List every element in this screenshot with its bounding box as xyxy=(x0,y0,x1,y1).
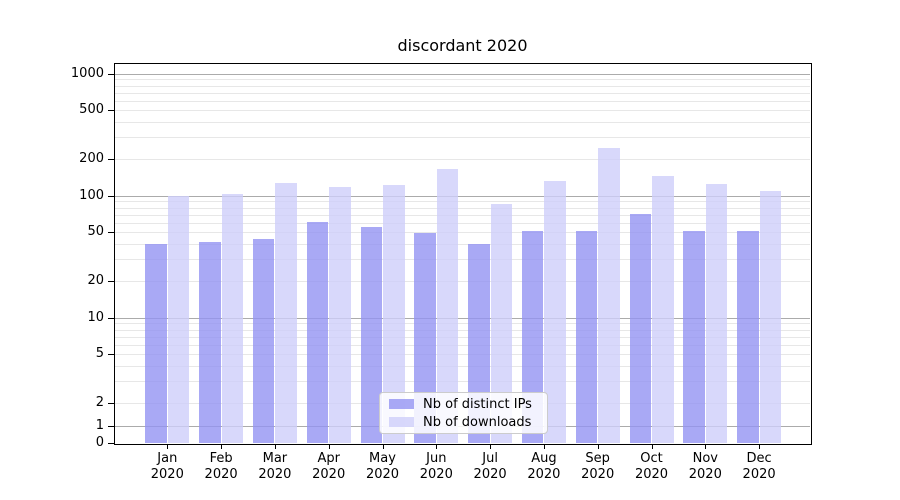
bar-downloads-apr xyxy=(329,187,351,444)
x-tick-mark xyxy=(597,444,599,449)
minor-gridline xyxy=(115,110,810,112)
x-tick-label: Dec 2020 xyxy=(742,451,776,482)
y-tick-mark xyxy=(108,402,114,404)
y-tick-mark xyxy=(108,317,114,319)
x-tick-label: Aug 2020 xyxy=(527,451,561,482)
y-tick-label: 20 xyxy=(87,272,104,288)
x-tick-mark xyxy=(274,444,276,449)
y-tick-label: 10 xyxy=(87,309,104,325)
y-tick-label: 0 xyxy=(95,435,104,451)
x-tick-mark xyxy=(382,444,384,449)
bar-ips-jun xyxy=(414,233,436,444)
y-tick-mark xyxy=(108,354,114,356)
x-tick-mark xyxy=(490,444,492,449)
y-tick-mark xyxy=(108,280,114,282)
minor-gridline xyxy=(115,137,810,139)
bar-downloads-jun xyxy=(436,168,459,444)
bar-ips-apr xyxy=(306,221,329,444)
bar-downloads-nov xyxy=(705,183,728,444)
bar-downloads-dec xyxy=(759,190,782,444)
bar-downloads-may xyxy=(383,185,405,444)
major-gridline xyxy=(115,73,810,75)
bar-downloads-feb xyxy=(221,193,244,444)
bar-downloads-oct xyxy=(652,176,674,444)
x-tick-label: Jan 2020 xyxy=(150,451,184,482)
x-tick-label: Feb 2020 xyxy=(204,451,238,482)
bar-ips-feb xyxy=(199,241,221,444)
minor-gridline xyxy=(115,85,810,87)
y-tick-mark xyxy=(108,232,114,234)
x-tick-mark xyxy=(705,444,707,449)
legend-item-distinct-ips: Nb of distinct IPs xyxy=(380,397,547,412)
x-tick-mark xyxy=(221,444,223,449)
bar-ips-nov xyxy=(683,231,705,444)
bar-downloads-aug xyxy=(544,181,566,444)
x-tick-mark xyxy=(167,444,169,449)
bar-ips-oct xyxy=(629,213,651,444)
y-tick-label: 200 xyxy=(79,150,104,166)
minor-gridline xyxy=(115,79,810,81)
bar-ips-sep xyxy=(575,231,598,444)
y-tick-label: 1000 xyxy=(70,65,104,81)
legend-label-distinct-ips: Nb of distinct IPs xyxy=(423,396,532,412)
legend-swatch-downloads xyxy=(389,417,414,427)
x-tick-label: Apr 2020 xyxy=(312,451,346,482)
y-tick-label: 500 xyxy=(79,102,104,118)
bar-downloads-mar xyxy=(275,183,297,444)
x-tick-mark xyxy=(328,444,330,449)
y-tick-label: 5 xyxy=(95,346,104,362)
legend-label-downloads: Nb of downloads xyxy=(423,414,532,430)
bar-ips-jan xyxy=(145,244,167,444)
x-tick-label: Jul 2020 xyxy=(473,451,507,482)
y-tick-label: 50 xyxy=(87,224,104,240)
x-tick-label: Nov 2020 xyxy=(688,451,722,482)
y-tick-label: 1 xyxy=(95,417,104,433)
y-tick-label: 100 xyxy=(79,187,104,203)
minor-gridline xyxy=(115,158,810,160)
x-tick-label: Sep 2020 xyxy=(581,451,615,482)
x-tick-mark xyxy=(759,444,761,449)
bar-ips-dec xyxy=(737,231,759,444)
minor-gridline xyxy=(115,100,810,102)
bar-downloads-jan xyxy=(167,195,190,444)
x-tick-mark xyxy=(436,444,438,449)
x-tick-label: May 2020 xyxy=(365,451,400,482)
legend-swatch-distinct-ips xyxy=(389,399,414,409)
x-tick-label: Oct 2020 xyxy=(634,451,669,482)
chart-title: discordant 2020 xyxy=(397,36,528,55)
y-tick-mark xyxy=(108,443,114,445)
y-tick-mark xyxy=(108,195,114,197)
bar-downloads-sep xyxy=(598,147,620,444)
y-tick-label: 2 xyxy=(95,394,104,410)
x-tick-label: Jun 2020 xyxy=(419,451,453,482)
y-tick-mark xyxy=(108,110,114,112)
y-tick-mark xyxy=(108,425,114,427)
x-tick-mark xyxy=(651,444,653,449)
x-tick-label: Mar 2020 xyxy=(258,451,292,482)
minor-gridline xyxy=(115,92,810,94)
legend: Nb of distinct IPs Nb of downloads xyxy=(379,392,548,434)
minor-gridline xyxy=(115,122,810,124)
x-tick-mark xyxy=(543,444,545,449)
y-tick-mark xyxy=(108,73,114,75)
bar-ips-mar xyxy=(252,239,275,444)
y-tick-mark xyxy=(108,158,114,160)
legend-item-downloads: Nb of downloads xyxy=(380,415,547,430)
